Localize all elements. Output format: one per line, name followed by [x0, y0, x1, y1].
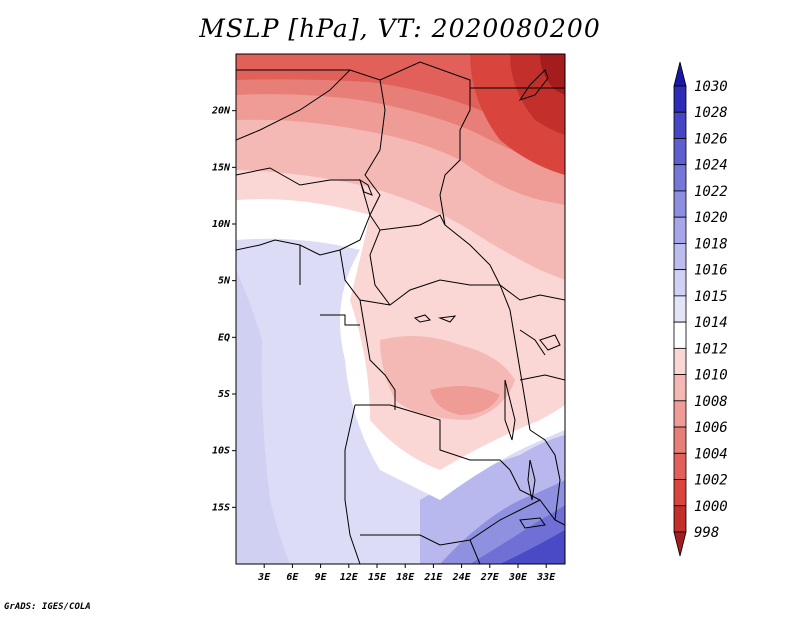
lon-tick-label: 18E — [396, 572, 415, 583]
colorbar-level-label: 1008 — [694, 394, 728, 410]
latitude-axis: 20N 15N 10N 5N EQ 5S 10S 15S — [211, 106, 236, 513]
lat-tick-label: 15N — [212, 162, 231, 173]
lon-tick-label: 33E — [536, 572, 556, 583]
colorbar-level-label: 1006 — [694, 420, 728, 436]
colorbar-segment — [673, 400, 687, 428]
map-frame — [235, 53, 566, 565]
lon-tick-label: 15E — [368, 572, 387, 583]
colorbar-level-label: 1012 — [694, 341, 728, 357]
colorbar-level-label: 1016 — [694, 263, 728, 279]
colorbar-level-label: 1015 — [694, 289, 728, 305]
lon-tick-label: 21E — [423, 572, 443, 583]
colorbar-min-arrow — [673, 531, 687, 557]
lon-tick-label: 9E — [315, 572, 328, 583]
lat-tick-label: 5S — [218, 389, 230, 400]
lat-tick-label: 15S — [212, 502, 230, 513]
colorbar-legend: 1030 1028 1026 1024 1022 1020 1018 1016 1015 1014… — [673, 61, 728, 557]
lon-tick-label: 30E — [508, 572, 528, 583]
colorbar-max-arrow — [673, 61, 687, 87]
colorbar-level-label: 998 — [694, 525, 719, 541]
colorbar-segment — [673, 321, 687, 349]
pressure-field — [236, 54, 565, 564]
colorbar-segment — [673, 243, 687, 271]
colorbar-level-label: 1000 — [694, 499, 728, 515]
lon-tick-label: 12E — [340, 572, 359, 583]
lat-tick-label: 5N — [218, 276, 231, 287]
lat-tick-label: 20N — [211, 106, 231, 117]
colorbar-level-label: 1022 — [694, 184, 728, 200]
colorbar-segment — [673, 85, 687, 113]
colorbar-level-label: 1010 — [694, 368, 728, 384]
lat-tick-label: 10N — [212, 219, 231, 230]
colorbar-level-label: 1004 — [694, 446, 728, 462]
colorbar-level-label: 1020 — [694, 210, 728, 226]
colorbar-segment — [673, 505, 687, 533]
colorbar-segment — [673, 479, 687, 507]
lon-tick-label: 24E — [452, 572, 472, 583]
lat-tick-label: EQ — [218, 332, 230, 343]
colorbar-level-label: 1014 — [694, 315, 728, 331]
colorbar-segment — [673, 295, 687, 323]
colorbar-level-label: 1026 — [694, 131, 728, 147]
map-title: MSLP [hPa], VT: 2020080200 — [199, 14, 601, 43]
colorbar-level-label: 1030 — [694, 79, 728, 95]
colorbar-segment — [673, 111, 687, 139]
colorbar-segment — [673, 216, 687, 244]
lon-tick-label: 27E — [480, 572, 500, 583]
colorbar-level-label: 1024 — [694, 158, 728, 174]
grads-credit: GrADS: IGES/COLA — [4, 602, 91, 612]
lon-tick-label: 6E — [286, 572, 299, 583]
colorbar-level-label: 1002 — [694, 473, 728, 489]
colorbar-segment — [673, 269, 687, 297]
lat-tick-label: 10S — [212, 446, 230, 457]
colorbar-segment — [673, 190, 687, 218]
colorbar-segment — [673, 347, 687, 375]
colorbar-level-label: 1018 — [694, 236, 728, 252]
lon-tick-label: 3E — [257, 572, 271, 583]
colorbar-level-label: 1028 — [694, 105, 728, 121]
colorbar-segment — [673, 374, 687, 402]
colorbar-segment — [673, 164, 687, 192]
colorbar-segment — [673, 138, 687, 166]
colorbar-segment — [673, 426, 687, 454]
colorbar-segment — [673, 452, 687, 480]
longitude-axis: 3E 6E 9E 12E 15E 18E 21E 24E 27E 30E 33E — [257, 564, 556, 583]
country-borders — [236, 61, 565, 564]
